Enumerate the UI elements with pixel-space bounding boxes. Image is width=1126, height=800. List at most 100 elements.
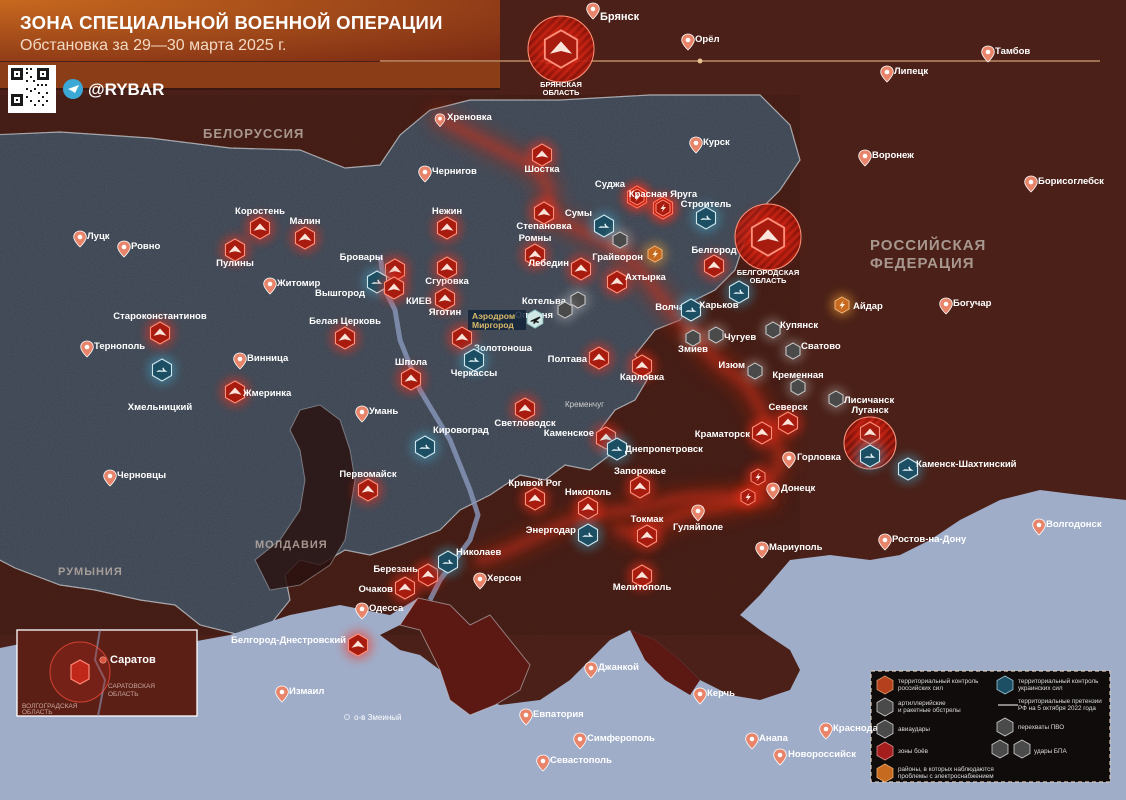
svg-text:ОБЛАСТЬ: ОБЛАСТЬ	[543, 88, 580, 97]
svg-text:Новороссийск: Новороссийск	[788, 749, 856, 760]
svg-text:ОБЛАСТЬ: ОБЛАСТЬ	[750, 276, 787, 285]
svg-text:Нежин: Нежин	[432, 206, 463, 217]
svg-text:Яготин: Яготин	[429, 307, 462, 318]
svg-text:Шостка: Шостка	[524, 164, 560, 175]
svg-text:Сватово: Сватово	[801, 341, 841, 352]
svg-text:Краснодар: Краснодар	[833, 723, 884, 734]
svg-text:Светловодск: Светловодск	[494, 418, 556, 429]
svg-text:удары БПА: удары БПА	[1034, 748, 1068, 755]
svg-text:проблемы с электроснабжением: проблемы с электроснабжением	[898, 772, 994, 780]
svg-text:Курск: Курск	[703, 137, 730, 148]
svg-text:Черновцы: Черновцы	[117, 470, 166, 481]
svg-text:Кировоград: Кировоград	[433, 425, 489, 436]
svg-text:Сумы: Сумы	[565, 208, 592, 219]
svg-text:Луцк: Луцк	[87, 231, 110, 242]
svg-text:Саратов: Саратов	[110, 654, 156, 666]
svg-text:Купянск: Купянск	[780, 320, 818, 331]
svg-text:территориальные претензии: территориальные претензии	[1018, 698, 1102, 705]
svg-text:авиаудары: авиаудары	[898, 726, 930, 733]
svg-text:Ровно: Ровно	[131, 241, 160, 252]
svg-text:Хмельницкий: Хмельницкий	[128, 402, 193, 413]
svg-text:зоны боёв: зоны боёв	[898, 747, 929, 755]
svg-text:районы, в которых наблюдаются: районы, в которых наблюдаются	[898, 765, 994, 773]
svg-text:Лебедин: Лебедин	[528, 258, 569, 269]
svg-text:Суджа: Суджа	[595, 179, 626, 190]
svg-text:ФЕДЕРАЦИЯ: ФЕДЕРАЦИЯ	[870, 255, 975, 272]
svg-text:Винница: Винница	[247, 353, 289, 364]
svg-text:Айдар: Айдар	[853, 301, 883, 312]
svg-text:Кременчуг: Кременчуг	[565, 400, 604, 409]
svg-text:Мелитополь: Мелитополь	[613, 582, 672, 593]
svg-text:Белая Церковь: Белая Церковь	[309, 316, 381, 327]
svg-text:Одесса: Одесса	[369, 603, 404, 614]
svg-text:Карловка: Карловка	[620, 372, 665, 383]
svg-text:и ракетные обстрелы: и ракетные обстрелы	[898, 706, 961, 714]
svg-text:Тернополь: Тернополь	[94, 341, 145, 352]
svg-text:Краматорск: Краматорск	[695, 429, 750, 440]
svg-text:Очаков: Очаков	[359, 584, 394, 595]
svg-text:украинских сил: украинских сил	[1018, 685, 1063, 692]
svg-text:Симферополь: Симферополь	[587, 733, 655, 744]
svg-text:Гуляйполе: Гуляйполе	[673, 522, 723, 533]
svg-text:артиллерийские: артиллерийские	[898, 699, 946, 707]
svg-text:Коростень: Коростень	[235, 206, 285, 217]
svg-text:Джанкой: Джанкой	[598, 662, 639, 673]
svg-text:Ростов-на-Дону: Ростов-на-Дону	[892, 534, 967, 545]
svg-text:Николаев: Николаев	[456, 547, 501, 558]
svg-text:Никополь: Никополь	[565, 487, 611, 498]
svg-text:территориальный контроль: территориальный контроль	[898, 677, 979, 685]
svg-text:Херсон: Херсон	[487, 573, 522, 584]
svg-text:РФ на 5 октября 2022 года: РФ на 5 октября 2022 года	[1018, 704, 1096, 712]
svg-text:Староконстантинов: Староконстантинов	[113, 311, 207, 322]
svg-text:Запорожье: Запорожье	[614, 466, 666, 477]
svg-text:Волгодонск: Волгодонск	[1046, 519, 1102, 530]
svg-text:Умань: Умань	[369, 406, 398, 417]
svg-text:РОССИЙСКАЯ: РОССИЙСКАЯ	[870, 236, 986, 254]
svg-text:Бровары: Бровары	[340, 252, 383, 263]
svg-text:Чернигов: Чернигов	[432, 166, 477, 177]
svg-text:Токмак: Токмак	[631, 514, 664, 525]
svg-text:Жмеринка: Жмеринка	[242, 388, 292, 399]
svg-text:Богучар: Богучар	[953, 298, 992, 309]
svg-text:Тамбов: Тамбов	[995, 46, 1030, 57]
svg-text:Донецк: Донецк	[781, 483, 816, 494]
svg-text:КИЕВ: КИЕВ	[406, 296, 432, 307]
svg-text:Полтава: Полтава	[548, 354, 588, 365]
svg-text:ЗОНА СПЕЦИАЛЬНОЙ ВОЕННОЙ ОПЕРА: ЗОНА СПЕЦИАЛЬНОЙ ВОЕННОЙ ОПЕРАЦИИ	[20, 12, 443, 33]
svg-text:Орёл: Орёл	[695, 34, 720, 45]
svg-text:Керчь: Керчь	[707, 688, 735, 699]
svg-text:Мариуполь: Мариуполь	[769, 542, 823, 553]
svg-text:Миргород: Миргород	[472, 320, 514, 330]
svg-text:Воронеж: Воронеж	[872, 150, 914, 161]
svg-text:РУМЫНИЯ: РУМЫНИЯ	[58, 566, 123, 578]
svg-text:Брянск: Брянск	[600, 11, 640, 23]
svg-text:БЕЛОРУССИЯ: БЕЛОРУССИЯ	[203, 126, 304, 141]
svg-text:МОЛДАВИЯ: МОЛДАВИЯ	[255, 539, 328, 551]
svg-text:ОБЛАСТЬ: ОБЛАСТЬ	[22, 709, 53, 716]
svg-text:Белгород-Днестровский: Белгород-Днестровский	[231, 635, 346, 646]
svg-text:Обстановка за 29—30 марта 2025: Обстановка за 29—30 марта 2025 г.	[20, 37, 286, 54]
svg-text:Черкассы: Черкассы	[451, 368, 497, 379]
svg-text:Энергодар: Энергодар	[526, 525, 576, 536]
svg-text:Анапа: Анапа	[759, 733, 789, 744]
svg-text:Вышгород: Вышгород	[315, 288, 365, 299]
svg-text:Березань: Березань	[373, 564, 418, 575]
svg-text:Горловка: Горловка	[797, 452, 842, 463]
svg-text:Ахтырка: Ахтырка	[625, 272, 666, 283]
svg-text:Евпатория: Евпатория	[533, 709, 584, 720]
svg-text:ОБЛАСТЬ: ОБЛАСТЬ	[108, 691, 139, 698]
svg-text:Степановка: Степановка	[516, 221, 572, 232]
svg-text:о-в Змеиный: о-в Змеиный	[354, 713, 401, 722]
svg-text:Борисоглебск: Борисоглебск	[1038, 176, 1104, 187]
svg-text:Днепропетровск: Днепропетровск	[625, 444, 703, 455]
svg-text:Северск: Северск	[769, 402, 808, 413]
svg-text:Змиев: Змиев	[678, 344, 708, 355]
svg-text:российских сил: российских сил	[898, 684, 943, 692]
svg-text:Харьков: Харьков	[699, 300, 739, 311]
svg-text:Каменское: Каменское	[544, 428, 594, 439]
svg-text:территориальный контроль: территориальный контроль	[1018, 677, 1099, 685]
svg-text:Шпола: Шпола	[395, 357, 428, 368]
svg-text:перехваты ПВО: перехваты ПВО	[1018, 724, 1064, 731]
svg-text:Хреновка: Хреновка	[447, 112, 493, 123]
svg-text:Пулины: Пулины	[216, 258, 254, 269]
